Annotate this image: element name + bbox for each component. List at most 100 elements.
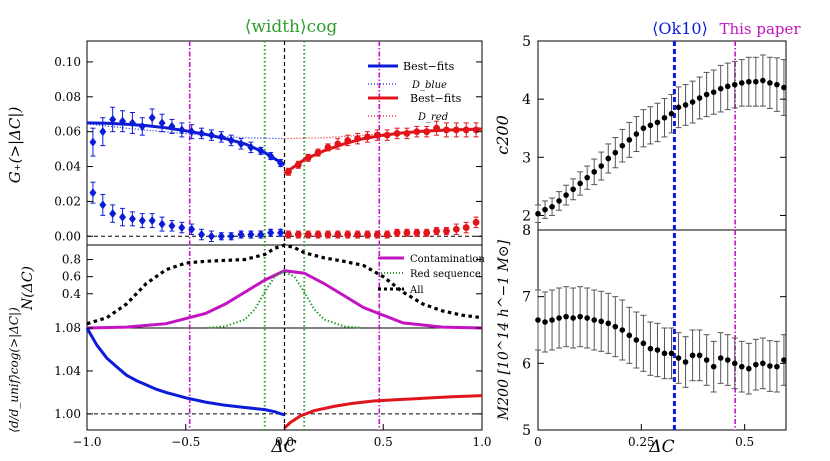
data-point [738,363,745,370]
data-point [675,355,682,361]
data-point [640,125,647,132]
data-point [760,77,766,84]
series-red [283,394,483,430]
data-point [109,114,117,124]
data-point [257,146,265,156]
data-point [549,203,555,210]
data-point [314,149,322,156]
legend-blue-bestfit-label: Best−fits [403,60,455,73]
legend-red-bestfit-label: Best−fits [410,92,462,105]
ytick-label: 0.04 [54,160,81,174]
data-point [188,127,196,137]
data-point [542,319,548,325]
data-point [774,363,780,370]
data-point [689,99,696,105]
data-point [570,315,576,321]
xtick-label: 0 [534,435,542,449]
right-xlabel: ΔC [648,437,674,457]
data-point [781,357,787,363]
data-point [373,231,381,238]
data-point [294,231,302,238]
data-point [344,136,352,144]
data-point [314,231,322,238]
xtick-label: −0.5 [171,435,200,449]
data-point [584,174,590,181]
data-point [724,83,731,90]
ytick-label: 0.10 [54,55,81,69]
ytick-label: 1.04 [54,364,81,378]
left-top-ylabel: G₊(>|ΔC|) [6,107,24,184]
legend-top: Best−fits D_blue Best−fits D_red [368,60,462,123]
right-bottom-frame [537,229,787,431]
ytick-label: 6 [522,356,531,372]
data-point [207,231,215,241]
data-point [324,231,332,238]
data-point [452,126,460,134]
ytick-label: 8 [522,223,531,239]
data-point [443,126,450,134]
data-point [563,192,569,198]
xtick-label: −1.0 [72,435,101,449]
right-top-ylabel: c200 [493,115,512,155]
left-middle-ylabel: N(ΔC) [20,266,36,311]
ytick-label: 4 [522,92,531,108]
data-point [423,229,431,237]
data-point [304,231,312,238]
ytick-label: 1.00 [54,407,81,421]
ytick-label: 0.6 [62,270,81,284]
data-point [675,104,682,111]
data-point [661,114,668,121]
legend-contamination-label: Contamination [410,254,485,265]
right-bottom-ylabel: M200 [10^14 h^−1 M⊙] [496,239,512,421]
data-point [626,137,633,143]
data-point [99,127,107,137]
data-point [535,317,541,323]
ytick-label: 0.00 [54,229,81,243]
ytick-label: 5 [522,34,531,50]
data-point [633,337,640,343]
plot-layer [85,40,787,431]
data-point [128,118,136,128]
data-point [724,357,731,363]
data-point [198,230,206,240]
legend-middle: Contamination Red sequence All [378,254,485,296]
data-point [304,154,312,162]
data-point [138,121,146,131]
data-point [148,113,156,123]
data-point [277,228,285,238]
data-point [285,231,292,238]
xtick-label: 0.5 [735,435,754,449]
data-point [452,225,460,233]
data-point [570,186,576,193]
xtick-label: 1.0 [472,435,491,449]
data-point [393,229,401,237]
data-point [128,214,136,224]
ytick-label: 7 [522,290,531,306]
legend-all-label: All [409,285,424,296]
data-point [654,119,661,126]
data-point [760,360,766,367]
data-point [689,352,696,359]
data-point [753,361,759,368]
legend-dblue-label: D_blue [411,80,447,91]
ytick-label: 0.02 [54,194,81,208]
data-point [612,323,619,330]
width-cog-label: ⟨width⟩cog [245,17,338,37]
data-point [462,126,470,134]
series-all [86,243,483,326]
data-point [717,85,724,92]
data-point [168,221,176,231]
series-blue [85,327,285,417]
data-point [781,84,787,91]
series-D_red [284,127,483,140]
data-point [696,352,703,359]
data-point [619,142,626,149]
data-point [710,363,717,370]
label-layer: 0.000.020.040.060.080.100.40.60.81.001.0… [54,34,754,449]
data-point [393,130,401,137]
data-point [217,231,225,241]
data-point [774,81,780,88]
data-point [619,327,626,333]
data-point [703,91,710,98]
